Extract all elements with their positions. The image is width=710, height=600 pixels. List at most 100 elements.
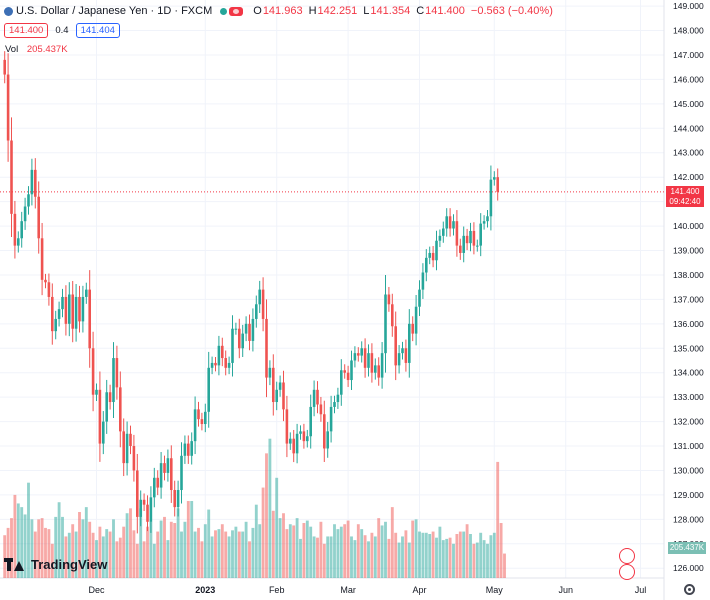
volume-bar	[387, 538, 391, 578]
eye-icon[interactable]	[229, 6, 244, 16]
candle-body	[44, 279, 47, 283]
open-key: O	[253, 5, 262, 17]
open-value: 141.963	[262, 5, 303, 17]
volume-bar	[180, 531, 183, 578]
time-tick-label: Apr	[412, 585, 426, 595]
candle-body	[340, 370, 343, 395]
candle-body	[295, 433, 299, 454]
change-value: −0.563 (−0.40%)	[470, 5, 553, 17]
volume-bar	[452, 543, 455, 578]
volume-bar	[479, 532, 483, 578]
volume-bar	[176, 508, 180, 578]
candle-body	[54, 318, 57, 332]
volume-bar	[156, 531, 160, 578]
flag-icon[interactable]	[619, 564, 635, 580]
candle-body	[190, 441, 193, 456]
volume-bar	[431, 531, 435, 578]
candle-body	[37, 196, 40, 239]
volume-bar	[27, 482, 30, 578]
candle-body	[394, 326, 397, 366]
volume-label: Vol	[5, 44, 19, 55]
volume-bar	[64, 536, 68, 578]
volume-bar	[271, 510, 275, 578]
candle-body	[323, 414, 326, 449]
volume-bar	[78, 512, 81, 578]
settings-gear-icon[interactable]	[684, 584, 695, 595]
symbol-legend: U.S. Dollar / Japanese Yen · 1D · FXCM O…	[4, 3, 559, 19]
candle-body	[316, 389, 319, 405]
volume-bar	[40, 518, 44, 578]
price-tick-label: 128.000	[673, 514, 704, 524]
buy-button[interactable]: 141.404	[75, 23, 120, 38]
candle-body	[486, 216, 489, 222]
volume-bar	[268, 438, 272, 578]
volume-bar	[132, 530, 136, 578]
candle-body	[91, 348, 95, 395]
candle-body	[146, 504, 149, 522]
candle-body	[387, 294, 391, 305]
candle-body	[401, 348, 404, 354]
candle-body	[180, 455, 183, 491]
price-tick-label: 148.000	[673, 26, 704, 36]
price-tick-label: 149.000	[673, 1, 704, 11]
candle-body	[391, 304, 394, 327]
volume-bar	[401, 536, 404, 578]
volume-bar	[319, 521, 323, 578]
candle-body	[469, 230, 472, 244]
time-tick-label: Jul	[635, 585, 647, 595]
volume-bar	[343, 524, 347, 578]
volume-bar	[367, 541, 370, 578]
candle-body	[20, 221, 23, 239]
volume-bar	[108, 531, 112, 578]
candle-body	[221, 345, 224, 359]
candle-body	[173, 490, 176, 508]
volume-bar	[350, 536, 353, 578]
candle-body	[119, 387, 122, 432]
symbol-title[interactable]: U.S. Dollar / Japanese Yen · 1D · FXCM	[16, 5, 213, 17]
volume-bar	[496, 461, 500, 578]
volume-bar	[435, 537, 438, 578]
candle-body	[496, 177, 499, 192]
volume-bar	[346, 520, 350, 578]
candle-body	[129, 433, 132, 447]
candle-body	[289, 438, 292, 444]
tradingview-logo[interactable]: TradingView	[4, 557, 107, 572]
volume-bar	[418, 531, 421, 578]
volume-bar	[23, 514, 27, 578]
event-markers[interactable]	[619, 548, 637, 580]
candle-body	[397, 353, 401, 366]
candle-body	[374, 365, 377, 373]
volume-bar	[67, 532, 71, 578]
candle-body	[34, 169, 37, 197]
volume-bar	[241, 531, 245, 578]
candle-body	[193, 409, 197, 442]
volume-bar	[50, 543, 54, 578]
candle-body	[476, 245, 479, 247]
volume-bar	[81, 519, 85, 578]
volume-bar	[159, 520, 163, 578]
price-tick-label: 137.000	[673, 294, 704, 304]
volume-bar	[472, 543, 476, 578]
candle-body	[425, 257, 428, 273]
volume-bar	[152, 543, 156, 578]
candle-body	[452, 221, 455, 229]
candle-body	[40, 238, 44, 280]
candle-body	[278, 382, 282, 390]
volume-bar	[135, 543, 139, 578]
volume-bar	[414, 519, 418, 578]
price-tick-label: 142.000	[673, 172, 704, 182]
candle-body	[346, 372, 350, 381]
sell-button[interactable]: 141.400	[4, 23, 49, 38]
candle-body	[336, 394, 340, 403]
volume-bar	[203, 524, 207, 578]
volume-bar	[302, 523, 306, 578]
volume-bar	[275, 477, 279, 578]
volume-bar	[441, 540, 445, 578]
volume-bar	[146, 526, 149, 578]
candle-body	[343, 370, 346, 373]
volume-bar	[173, 523, 177, 578]
volume-bar	[169, 521, 173, 578]
candle-body	[442, 228, 445, 236]
flag-icon[interactable]	[619, 548, 635, 564]
